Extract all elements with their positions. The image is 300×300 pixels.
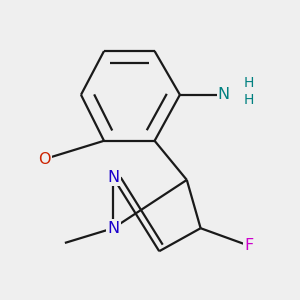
Text: H: H [244,76,254,90]
Text: N: N [107,170,119,185]
Text: N: N [218,87,230,102]
Text: H: H [244,93,254,107]
Text: N: N [107,221,119,236]
Text: O: O [38,152,50,167]
Text: F: F [244,238,254,253]
